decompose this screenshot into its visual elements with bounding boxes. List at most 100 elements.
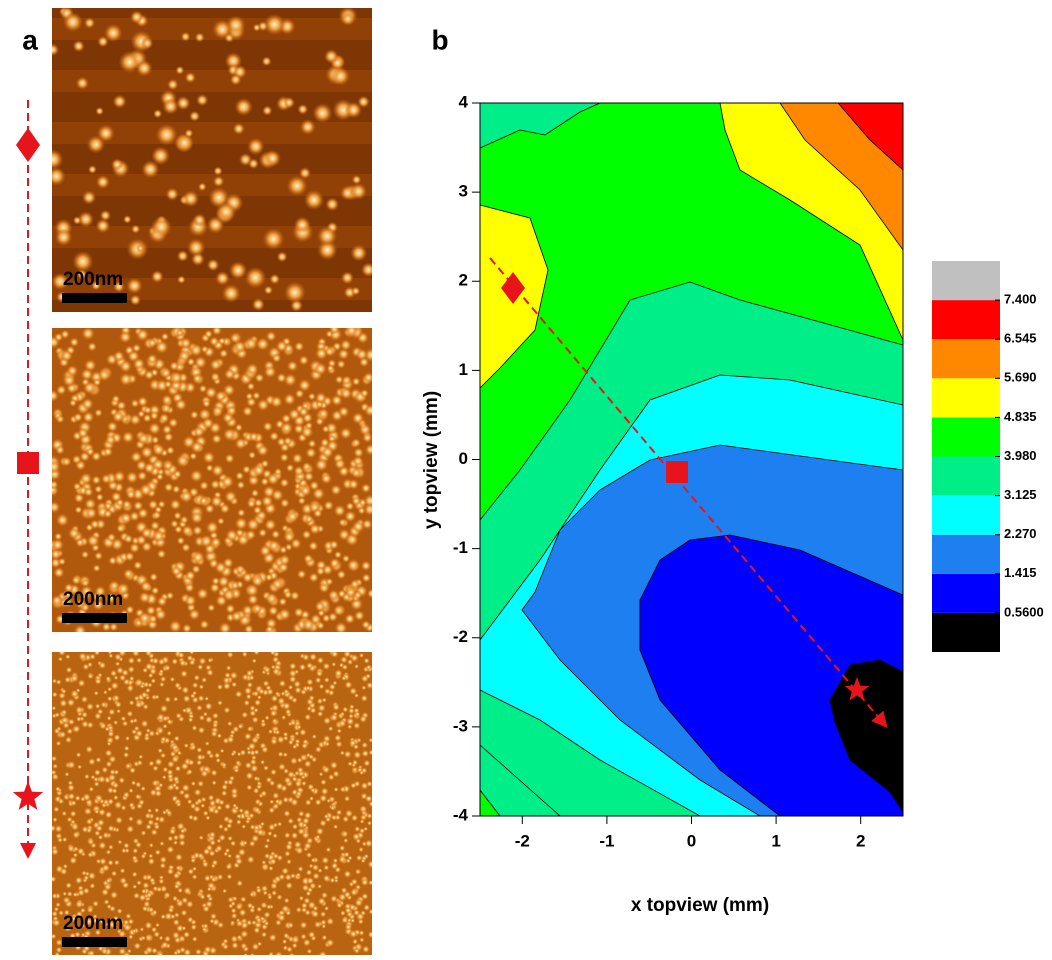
afm-grain <box>236 819 242 825</box>
afm-grain <box>234 517 248 531</box>
afm-grain <box>348 707 355 714</box>
afm-grain <box>328 774 335 781</box>
afm-grain <box>135 818 144 827</box>
afm-grain <box>197 852 204 859</box>
afm-grain <box>81 327 95 341</box>
afm-grain <box>148 614 158 624</box>
afm-grain <box>297 827 305 835</box>
afm-grain <box>62 457 72 467</box>
afm-grain <box>269 274 280 285</box>
afm-grain <box>210 495 223 508</box>
afm-grain <box>243 699 250 706</box>
afm-grain <box>61 811 67 817</box>
afm-grain <box>246 669 254 677</box>
afm-grain <box>353 722 361 730</box>
afm-grain <box>223 588 236 601</box>
afm-grain <box>211 577 220 586</box>
afm-grain <box>75 538 85 548</box>
afm-grain <box>353 751 362 760</box>
afm-grain <box>313 103 333 123</box>
afm-grain <box>204 945 212 953</box>
afm-grain <box>171 658 178 665</box>
afm-grain <box>238 724 244 730</box>
afm-grain <box>293 466 304 477</box>
afm-grain <box>222 284 241 303</box>
afm-grain <box>246 784 253 791</box>
afm-grain <box>156 124 178 146</box>
y-tick-label: 3 <box>459 182 468 201</box>
afm-grain <box>352 766 359 773</box>
afm-grain <box>253 708 258 713</box>
afm-grain <box>135 794 141 800</box>
afm-grain <box>362 841 367 846</box>
afm-grain <box>264 853 271 860</box>
afm-grain <box>140 446 154 460</box>
afm-grain <box>97 818 106 827</box>
afm-grain <box>119 360 132 373</box>
afm-grain <box>144 812 151 819</box>
afm-grain <box>190 744 197 751</box>
afm-grain <box>127 657 135 665</box>
afm-grain <box>72 892 78 898</box>
afm-grain <box>138 754 143 759</box>
afm-grain <box>320 779 327 786</box>
afm-grain <box>166 769 173 776</box>
afm-grain <box>270 737 278 745</box>
afm-grain <box>300 689 307 696</box>
afm-grain <box>128 816 134 822</box>
afm-grain <box>207 658 212 663</box>
afm-grain <box>299 485 311 497</box>
afm-grain <box>81 870 87 876</box>
afm-grain <box>87 838 95 846</box>
afm-grain <box>163 891 171 899</box>
afm-image: 200nm <box>46 323 378 639</box>
afm-grain <box>315 827 324 836</box>
afm-grain <box>363 904 371 912</box>
afm-grain <box>314 799 322 807</box>
afm-grain <box>174 682 181 689</box>
afm-grain <box>341 375 352 386</box>
afm-grain <box>104 502 113 511</box>
afm-grain <box>104 899 110 905</box>
afm-grain <box>77 764 82 769</box>
afm-grain <box>265 592 278 605</box>
afm-grain <box>63 896 71 904</box>
afm-grain <box>333 787 338 792</box>
afm-grain <box>154 816 160 822</box>
afm-grain <box>65 736 73 744</box>
afm-grain <box>133 718 138 723</box>
afm-grain <box>185 570 196 581</box>
afm-grain <box>197 695 204 702</box>
afm-grain <box>261 719 266 724</box>
afm-grain <box>149 573 158 582</box>
afm-grain <box>128 802 135 809</box>
afm-grain <box>308 695 315 702</box>
afm-grain <box>235 528 244 537</box>
afm-grain <box>330 761 339 770</box>
afm-grain <box>177 276 185 284</box>
afm-grain <box>287 770 295 778</box>
colorbar-label: 4.835 <box>1004 409 1037 424</box>
afm-grain <box>318 704 327 713</box>
afm-grain <box>272 792 280 800</box>
afm-grain <box>310 613 322 625</box>
afm-grain <box>319 684 325 690</box>
afm-grain <box>193 426 205 438</box>
y-tick-label: 0 <box>459 449 468 468</box>
afm-grain <box>160 367 171 378</box>
afm-grain <box>133 838 140 845</box>
afm-grain <box>119 331 132 344</box>
afm-grain <box>354 610 365 621</box>
afm-grain <box>303 554 313 564</box>
afm-grain <box>347 761 353 767</box>
afm-grain <box>348 479 359 490</box>
afm-grain <box>108 708 116 716</box>
afm-grain <box>115 498 124 507</box>
afm-grain <box>310 707 317 714</box>
afm-grain <box>230 752 235 757</box>
afm-grain <box>204 696 209 701</box>
afm-grain <box>136 880 142 886</box>
afm-grain <box>231 941 239 949</box>
afm-grain <box>354 711 360 717</box>
afm-grain <box>224 368 236 380</box>
